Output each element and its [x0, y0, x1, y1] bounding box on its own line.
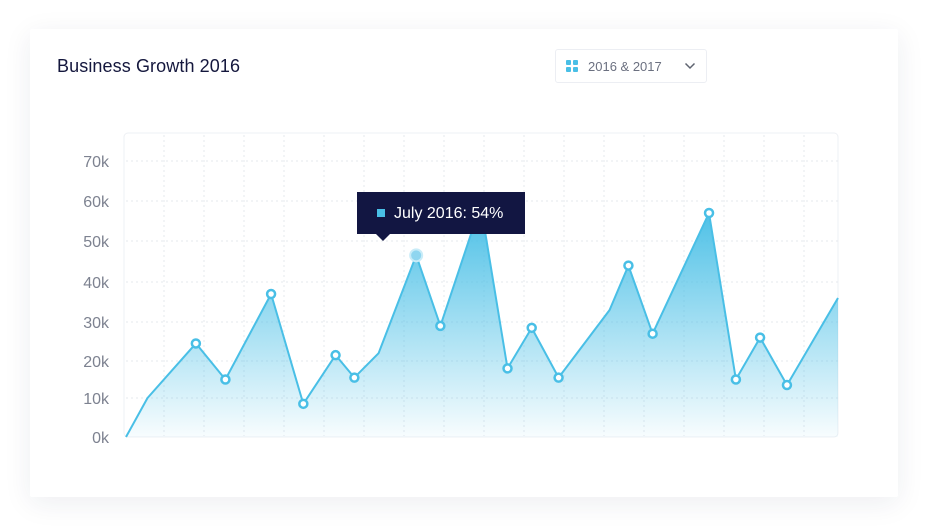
data-point[interactable]: [330, 349, 341, 361]
data-point[interactable]: [349, 372, 360, 383]
data-point[interactable]: [190, 338, 202, 349]
data-point[interactable]: [526, 322, 537, 334]
grid-icon: [566, 60, 578, 72]
data-point[interactable]: [754, 332, 766, 343]
data-point[interactable]: [781, 379, 793, 391]
chart-title: Business Growth 2016: [57, 56, 241, 76]
data-point[interactable]: [265, 288, 277, 300]
data-point[interactable]: [298, 398, 309, 410]
y-tick-label: 10k: [83, 391, 110, 408]
data-point[interactable]: [730, 374, 742, 385]
y-tick-label: 20k: [83, 354, 110, 371]
y-tick-label: 70k: [83, 154, 110, 171]
chevron-down-icon: [684, 62, 696, 70]
area-fill: [126, 205, 838, 437]
y-tick-label: 60k: [83, 194, 110, 211]
y-tick-label: 40k: [83, 275, 110, 292]
y-tick-label: 0k: [92, 430, 110, 447]
data-point[interactable]: [553, 372, 564, 383]
data-point[interactable]: [220, 374, 231, 385]
data-point-highlighted[interactable]: [409, 248, 424, 263]
y-tick-label: 30k: [83, 315, 110, 332]
data-point[interactable]: [435, 320, 446, 332]
data-point[interactable]: [647, 328, 658, 339]
year-filter-label: 2016 & 2017: [588, 58, 662, 74]
y-tick-label: 50k: [83, 234, 110, 251]
data-point[interactable]: [502, 363, 513, 374]
data-point[interactable]: [623, 260, 634, 271]
tooltip-text: July 2016: 54%: [394, 205, 503, 222]
data-point[interactable]: [703, 207, 715, 219]
year-filter-select[interactable]: 2016 & 2017: [555, 49, 707, 83]
tooltip-marker: [377, 209, 385, 217]
chart-tooltip: July 2016: 54%: [357, 192, 525, 241]
